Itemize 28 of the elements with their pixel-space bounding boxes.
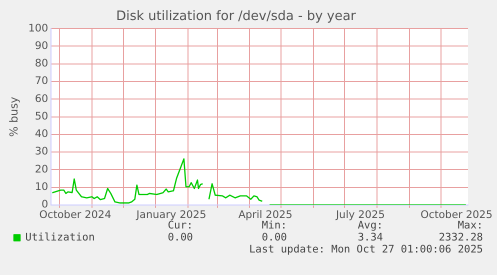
legend-label: Utilization xyxy=(25,231,95,244)
x-tick-label: July 2025 xyxy=(334,208,385,221)
text: Max: xyxy=(458,219,483,232)
y-tick-label: 70 xyxy=(34,75,48,88)
text: Cur: xyxy=(168,219,193,232)
text: 0.00 xyxy=(168,231,193,244)
text: 3.34 xyxy=(358,231,383,244)
text: Avg: xyxy=(358,219,383,232)
y-tick-label: 30 xyxy=(34,146,48,158)
y-tick-label: 20 xyxy=(34,163,48,176)
y-tick-label: 50 xyxy=(34,110,48,122)
y-tick-label: 40 xyxy=(34,128,48,140)
text: 2332.28 xyxy=(438,231,483,244)
y-tick-label: 80 xyxy=(34,58,48,70)
x-tick-label: October 2024 xyxy=(39,208,112,221)
text: Last update: Mon Oct 27 01:00:06 2025 xyxy=(249,243,483,256)
x-tick-label: April 2025 xyxy=(238,208,292,221)
text: 0.00 xyxy=(262,231,287,244)
y-tick-label: 60 xyxy=(34,92,48,105)
y-tick-label: 0 xyxy=(42,198,48,211)
y-tick-label: 90 xyxy=(34,40,48,52)
chart-title: Disk utilization for /dev/sda - by year xyxy=(116,9,357,24)
y-axis-title: % busy xyxy=(7,96,20,137)
text: Min: xyxy=(262,219,287,232)
y-tick-label: 100 xyxy=(28,22,48,34)
x-tick-label: October 2025 xyxy=(420,208,493,221)
y-tick-label: 10 xyxy=(34,181,48,194)
x-tick-label: January 2025 xyxy=(135,208,206,221)
